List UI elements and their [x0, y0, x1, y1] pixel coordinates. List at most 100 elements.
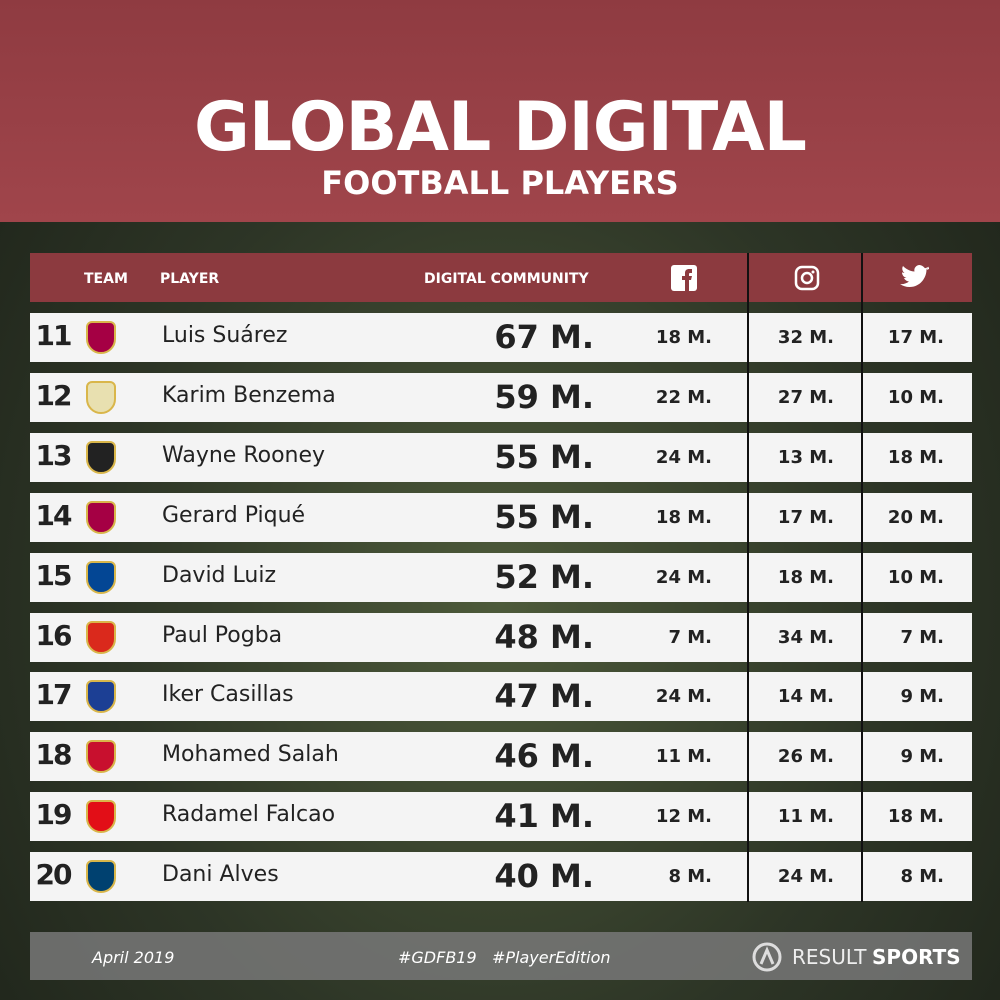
team-crest: [86, 380, 116, 414]
digital-community: 40 M.: [494, 857, 594, 896]
digital-community: 55 M.: [494, 437, 594, 476]
instagram-count: 11 M.: [777, 806, 834, 828]
rank: 13: [35, 438, 73, 472]
column-divider: [861, 253, 863, 902]
twitter-count: 7 M.: [900, 626, 944, 648]
team-crest: [86, 440, 116, 474]
facebook-icon: [671, 265, 697, 291]
table-row: [30, 432, 972, 482]
column-header: PLAYER: [160, 271, 220, 287]
team-crest: [86, 680, 116, 714]
facebook-count: 24 M.: [655, 446, 712, 468]
rank: 11: [35, 319, 73, 352]
digital-community: 55 M.: [494, 497, 594, 536]
instagram-icon: [794, 265, 820, 291]
player-name: Dani Alves: [162, 862, 279, 888]
facebook-count: 18 M.: [655, 506, 712, 528]
digital-community: 59 M.: [494, 377, 594, 416]
player-name: David Luiz: [162, 562, 276, 588]
instagram-count: 26 M.: [777, 746, 834, 768]
facebook-count: 24 M.: [655, 686, 712, 708]
player-name: Wayne Rooney: [162, 442, 326, 468]
table-row: [30, 313, 972, 362]
team-crest: [86, 500, 116, 534]
hashtag: #GDFB19: [398, 948, 477, 967]
footer-date: April 2019: [92, 948, 175, 967]
instagram-count: 14 M.: [777, 686, 834, 708]
table-row: [30, 492, 972, 542]
team-crest: [86, 800, 116, 834]
player-name: Paul Pogba: [162, 622, 283, 648]
title: GLOBAL DIGITAL: [194, 88, 807, 167]
twitter-count: 9 M.: [900, 686, 944, 708]
column-divider: [747, 253, 749, 902]
brand-name: RESULT: [792, 945, 867, 969]
digital-community: 48 M.: [494, 617, 594, 656]
player-name: Gerard Piqué: [162, 502, 306, 528]
twitter-count: 10 M.: [887, 566, 944, 588]
banner: [0, 0, 1000, 222]
player-name: Luis Suárez: [162, 323, 288, 348]
rank: 12: [35, 378, 73, 412]
instagram-count: 32 M.: [777, 327, 834, 348]
twitter-count: 20 M.: [887, 506, 944, 528]
rank: 20: [35, 858, 73, 892]
rank: 17: [35, 678, 73, 712]
twitter-count: 8 M.: [900, 866, 944, 888]
team-crest: [86, 740, 116, 774]
digital-community: 46 M.: [494, 737, 594, 776]
twitter-count: 9 M.: [900, 746, 944, 768]
player-name: Mohamed Salah: [162, 742, 339, 768]
player-name: Radamel Falcao: [162, 802, 336, 828]
table-row: [30, 792, 972, 842]
twitter-icon: [900, 265, 929, 287]
instagram-count: 18 M.: [777, 566, 834, 588]
column-header: DIGITAL COMMUNITY: [424, 271, 589, 287]
rank: 19: [35, 798, 73, 832]
table-row: [30, 372, 972, 422]
digital-community: 52 M.: [494, 557, 594, 596]
facebook-count: 24 M.: [655, 566, 712, 588]
player-name: Iker Casillas: [162, 682, 294, 708]
rank: 18: [35, 738, 73, 772]
facebook-count: 12 M.: [655, 806, 712, 828]
table-header: [30, 253, 972, 302]
digital-community: 41 M.: [494, 797, 594, 836]
player-name: Karim Benzema: [162, 382, 336, 408]
twitter-count: 18 M.: [887, 446, 944, 468]
instagram-count: 27 M.: [777, 386, 834, 408]
table-row: [30, 612, 972, 662]
table-row: [30, 852, 972, 902]
facebook-count: 18 M.: [655, 327, 712, 348]
facebook-count: 7 M.: [668, 626, 712, 648]
rank: 14: [35, 498, 73, 532]
facebook-count: 22 M.: [655, 386, 712, 408]
twitter-count: 17 M.: [887, 327, 944, 348]
instagram-count: 24 M.: [777, 866, 834, 888]
instagram-count: 34 M.: [777, 626, 834, 648]
twitter-count: 18 M.: [887, 806, 944, 828]
brand-logo: [752, 942, 782, 972]
table-row: [30, 732, 972, 782]
facebook-count: 11 M.: [655, 746, 712, 768]
team-crest: [86, 560, 116, 594]
hashtag: #PlayerEdition: [492, 948, 611, 967]
team-crest: [86, 860, 116, 894]
table-row: [30, 552, 972, 602]
facebook-count: 8 M.: [668, 866, 712, 888]
rank: 16: [35, 618, 73, 652]
footer: [30, 932, 972, 980]
digital-community: 47 M.: [494, 677, 594, 716]
table-row: [30, 672, 972, 722]
brand-name: SPORTS: [872, 945, 961, 969]
instagram-count: 13 M.: [777, 446, 834, 468]
instagram-count: 17 M.: [777, 506, 834, 528]
team-crest: [86, 620, 116, 654]
rank: 15: [35, 558, 73, 592]
subtitle: FOOTBALL PLAYERS: [321, 164, 679, 202]
twitter-count: 10 M.: [887, 386, 944, 408]
team-crest: [86, 321, 116, 354]
column-header: TEAM: [84, 271, 128, 287]
digital-community: 67 M.: [494, 318, 594, 356]
